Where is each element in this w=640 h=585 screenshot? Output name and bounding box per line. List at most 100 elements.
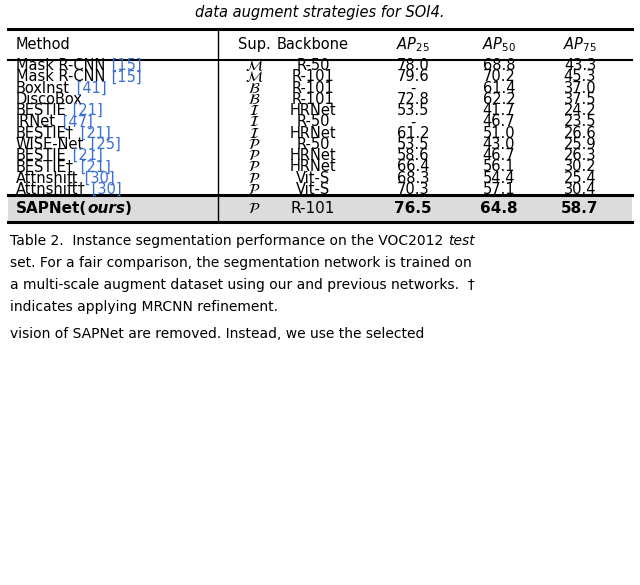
Text: indicates applying MRCNN refinement.: indicates applying MRCNN refinement. (10, 300, 278, 314)
Text: HRNet: HRNet (290, 159, 336, 174)
Text: 51.0: 51.0 (483, 126, 515, 140)
Text: 46.7: 46.7 (483, 115, 515, 129)
Text: [41]: [41] (72, 81, 106, 95)
Text: $\mathcal{M}$: $\mathcal{M}$ (244, 70, 263, 84)
Text: [21]: [21] (76, 159, 110, 174)
Text: Attnshift: Attnshift (16, 171, 79, 185)
Text: R-101: R-101 (292, 92, 334, 107)
Text: ours: ours (87, 201, 125, 216)
Text: test: test (447, 234, 474, 248)
Text: $\mathcal{P}$: $\mathcal{P}$ (248, 182, 260, 197)
Text: $\mathcal{P}$: $\mathcal{P}$ (248, 148, 260, 163)
Text: Table 2.  Instance segmentation performance on the VOC2012: Table 2. Instance segmentation performan… (10, 234, 447, 248)
Text: BESTIE†: BESTIE† (16, 159, 74, 174)
Text: 45.3: 45.3 (564, 70, 596, 84)
Text: HRNet: HRNet (290, 148, 336, 163)
Text: R-101: R-101 (291, 201, 335, 216)
Text: R-101: R-101 (292, 81, 334, 95)
Text: BESTIE: BESTIE (16, 148, 67, 163)
Text: R-50: R-50 (296, 137, 330, 152)
Text: 43.0: 43.0 (483, 137, 515, 152)
Text: 30.4: 30.4 (564, 182, 596, 197)
Text: [21]: [21] (76, 126, 110, 140)
Text: Method: Method (16, 37, 71, 52)
Text: HRNet: HRNet (290, 126, 336, 140)
Text: $\mathcal{B}$: $\mathcal{B}$ (248, 92, 260, 107)
Text: 43.3: 43.3 (564, 58, 596, 73)
Text: $AP_{25}$: $AP_{25}$ (396, 35, 430, 54)
Text: [25]: [25] (86, 137, 120, 152)
Text: [30]: [30] (87, 182, 122, 197)
Text: vision of SAPNet are removed. Instead, we use the selected: vision of SAPNet are removed. Instead, w… (10, 327, 424, 341)
Text: 37.0: 37.0 (564, 81, 596, 95)
Text: 54.4: 54.4 (483, 171, 515, 185)
Text: 58.7: 58.7 (561, 201, 599, 216)
Text: 46.7: 46.7 (483, 148, 515, 163)
Bar (8, 195, 632, 222)
Text: data augment strategies for SOI4.: data augment strategies for SOI4. (195, 5, 445, 19)
Text: $\mathcal{B}$: $\mathcal{B}$ (248, 81, 260, 95)
Text: Vit-S: Vit-S (296, 171, 330, 185)
Text: 79.6: 79.6 (397, 70, 429, 84)
Text: 68.3: 68.3 (397, 171, 429, 185)
Text: 25.4: 25.4 (564, 171, 596, 185)
Text: DiscoBox: DiscoBox (16, 92, 83, 107)
Text: BoxInst: BoxInst (16, 81, 70, 95)
Text: R-50: R-50 (296, 115, 330, 129)
Text: $\mathcal{M}$: $\mathcal{M}$ (244, 58, 263, 73)
Text: 78.0: 78.0 (397, 58, 429, 73)
Text: $AP_{75}$: $AP_{75}$ (563, 35, 597, 54)
Text: Attnshift†: Attnshift† (16, 182, 86, 197)
Text: WISE-Net: WISE-Net (16, 137, 84, 152)
Text: $\mathcal{P}$: $\mathcal{P}$ (248, 137, 260, 152)
Text: BESTIE†: BESTIE† (16, 126, 74, 140)
Text: [15]: [15] (107, 58, 141, 73)
Text: $\mathcal{P}$: $\mathcal{P}$ (248, 201, 260, 216)
Text: $\mathcal{I}$: $\mathcal{I}$ (249, 103, 259, 118)
Text: 41.7: 41.7 (483, 103, 515, 118)
Text: [47]: [47] (58, 115, 92, 129)
Text: 30.2: 30.2 (564, 159, 596, 174)
Text: BESTIE: BESTIE (16, 103, 67, 118)
Text: [21]: [21] (68, 103, 103, 118)
Text: 64.8: 64.8 (480, 201, 518, 216)
Text: -: - (410, 81, 416, 95)
Text: 70.3: 70.3 (397, 182, 429, 197)
Text: $\mathcal{P}$: $\mathcal{P}$ (248, 171, 260, 185)
Text: 70.2: 70.2 (483, 70, 515, 84)
Text: Vit-S: Vit-S (296, 182, 330, 197)
Text: 76.5: 76.5 (394, 201, 432, 216)
Text: a multi-scale augment dataset using our and previous networks.  †: a multi-scale augment dataset using our … (10, 278, 475, 292)
Text: Mask R-CNN: Mask R-CNN (16, 58, 106, 73)
Text: $AP_{50}$: $AP_{50}$ (482, 35, 516, 54)
Text: $\mathcal{I}$: $\mathcal{I}$ (249, 126, 259, 140)
Text: R-101: R-101 (292, 70, 334, 84)
Text: 53.5: 53.5 (397, 137, 429, 152)
Text: [30]: [30] (80, 171, 115, 185)
Text: 53.5: 53.5 (397, 103, 429, 118)
Text: 25.9: 25.9 (564, 137, 596, 152)
Text: 72.8: 72.8 (397, 92, 429, 107)
Text: 24.2: 24.2 (564, 103, 596, 118)
Text: 26.3: 26.3 (564, 148, 596, 163)
Text: 61.4: 61.4 (483, 81, 515, 95)
Text: 37.5: 37.5 (564, 92, 596, 107)
Text: 66.4: 66.4 (397, 159, 429, 174)
Text: Mask R-CNN: Mask R-CNN (16, 70, 106, 84)
Text: HRNet: HRNet (290, 103, 336, 118)
Text: set. For a fair comparison, the segmentation network is trained on: set. For a fair comparison, the segmenta… (10, 256, 472, 270)
Text: [15]: [15] (107, 70, 141, 84)
Text: IRNet: IRNet (16, 115, 56, 129)
Text: SAPNet(: SAPNet( (16, 201, 87, 216)
Text: R-50: R-50 (296, 58, 330, 73)
Text: Backbone: Backbone (277, 37, 349, 52)
Text: 23.5: 23.5 (564, 115, 596, 129)
Text: [21]: [21] (68, 148, 103, 163)
Text: 56.1: 56.1 (483, 159, 515, 174)
Text: 58.6: 58.6 (397, 148, 429, 163)
Text: $\mathcal{I}$: $\mathcal{I}$ (249, 115, 259, 129)
Text: Sup.: Sup. (237, 37, 270, 52)
Text: $\mathcal{P}$: $\mathcal{P}$ (248, 159, 260, 174)
Text: ): ) (125, 201, 132, 216)
Text: 57.1: 57.1 (483, 182, 515, 197)
